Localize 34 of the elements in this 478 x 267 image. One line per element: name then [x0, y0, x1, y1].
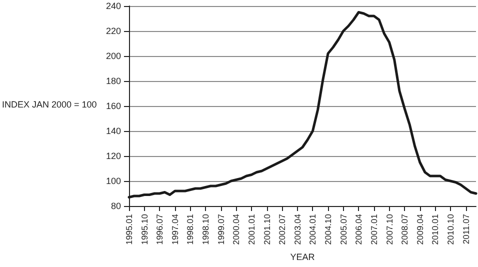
x-tick-label: 2004.10 — [323, 214, 334, 245]
x-tick-label: 2003.04 — [292, 214, 302, 245]
x-tick-label: 2001.01 — [246, 214, 256, 245]
x-tick-label: 1995.10 — [139, 214, 150, 245]
x-tick-label: 2010.10 — [445, 214, 456, 245]
x-tick-label: 2000.04 — [231, 214, 242, 245]
y-axis-title: INDEX JAN 2000 = 100 — [2, 100, 97, 110]
y-tick-label: 220 — [106, 26, 121, 36]
x-axis-title: YEAR — [290, 252, 316, 262]
y-tick-label: 180 — [106, 76, 121, 86]
x-tick-label: 2001.10 — [262, 214, 272, 245]
x-tick-label: 2009.04 — [414, 214, 425, 245]
x-tick-label: 1996.07 — [154, 214, 165, 245]
x-tick-label: 2010.01 — [430, 214, 440, 245]
x-tick-label: 2002.07 — [277, 214, 288, 245]
x-tick-label: 2006.04 — [354, 214, 364, 245]
x-tick-label: 1999.07 — [216, 214, 226, 245]
x-tick-label: 2005.07 — [338, 214, 348, 245]
y-tick-label: 240 — [106, 1, 121, 11]
y-tick-label: 100 — [106, 176, 121, 186]
x-tick-label: 2011.07 — [460, 214, 471, 244]
x-tick-label: 1998.01 — [185, 214, 196, 245]
x-tick-label: 2008.07 — [400, 214, 410, 245]
x-tick-label: 2004.01 — [308, 214, 318, 245]
y-tick-label: 120 — [106, 151, 121, 161]
y-tick-label: 200 — [106, 51, 121, 61]
y-tick-label: 140 — [106, 126, 121, 136]
x-tick-label: 2007.10 — [384, 214, 394, 245]
x-tick-label: 2007.01 — [368, 214, 379, 245]
y-tick-label: 160 — [106, 101, 121, 111]
y-tick-label: 80 — [110, 201, 121, 211]
x-tick-label: 1998.10 — [200, 214, 211, 245]
x-tick-label: 1997.04 — [170, 214, 180, 245]
x-tick-label: 1995.01 — [124, 214, 134, 245]
